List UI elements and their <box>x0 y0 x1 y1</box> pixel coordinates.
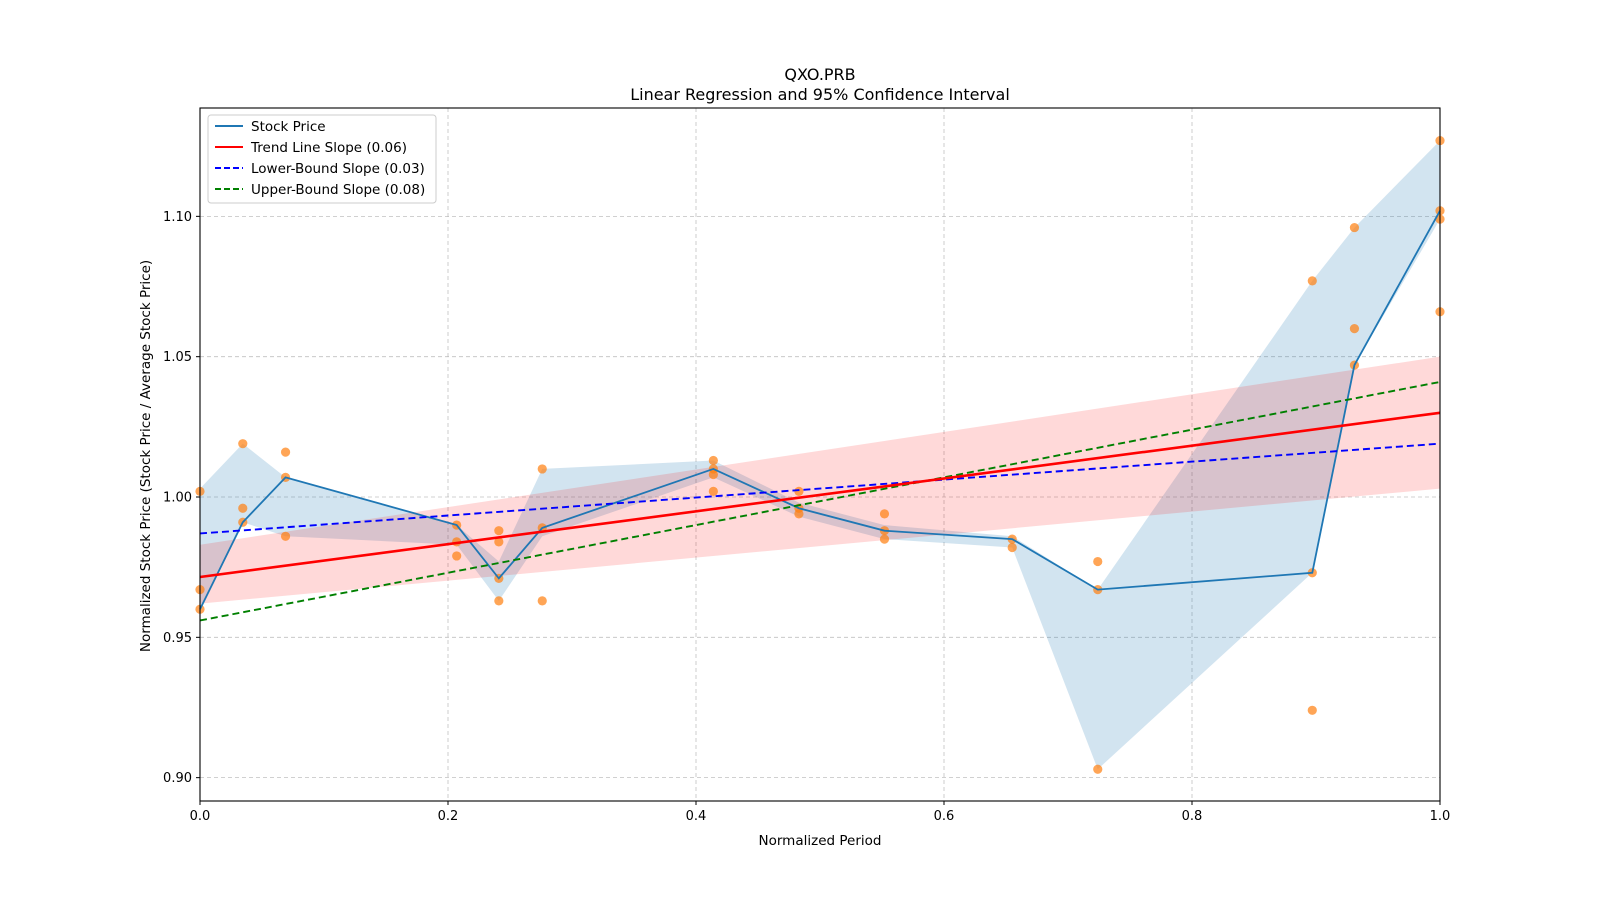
legend: Stock Price Trend Line Slope (0.06) Lowe… <box>207 114 437 204</box>
scatter-point <box>452 551 462 561</box>
x-tick-label: 0.6 <box>934 809 955 824</box>
scatter-point <box>794 486 804 496</box>
scatter-point <box>1307 705 1317 715</box>
scatter-point <box>708 469 718 480</box>
scatter-point <box>494 596 504 606</box>
scatter-point <box>1349 222 1360 233</box>
stock-price-line <box>199 210 1441 610</box>
scatter-point <box>794 509 804 519</box>
stock-price-band-layer <box>200 140 1440 770</box>
chart-title: QXO.PRB <box>784 65 855 84</box>
legend-item-lower-bound: Lower-Bound Slope (0.03) <box>215 161 425 177</box>
scatter-point <box>1307 276 1317 286</box>
y-axis-ticks: 0.90 0.95 1.00 1.05 1.10 <box>163 210 200 786</box>
upper-bound-line <box>199 381 1441 622</box>
legend-item-upper-bound: Upper-Bound Slope (0.08) <box>215 182 425 198</box>
stock-price-confidence-band <box>200 140 1440 770</box>
y-tick-label: 0.95 <box>163 631 192 646</box>
scatter-point <box>280 531 291 541</box>
scatter-point <box>1093 764 1103 774</box>
legend-box <box>207 114 437 204</box>
legend-item-trend-line: Trend Line Slope (0.06) <box>215 140 407 156</box>
trend-line <box>199 411 1441 579</box>
scatter-point <box>1349 324 1360 334</box>
scatter-point <box>238 503 248 513</box>
y-tick-label: 1.05 <box>163 350 192 365</box>
x-tick-label: 0.8 <box>1182 809 1203 824</box>
y-tick-label: 1.00 <box>163 491 192 506</box>
scatter-point <box>280 447 291 457</box>
scatter-point <box>708 455 718 466</box>
lines-layer <box>199 210 1441 622</box>
x-tick-label: 0.2 <box>438 809 459 824</box>
y-tick-label: 0.90 <box>163 771 192 786</box>
x-tick-label: 0.4 <box>686 809 707 824</box>
legend-label-stock-price: Stock Price <box>251 119 326 135</box>
y-axis-label: Normalized Stock Price (Stock Price / Av… <box>138 260 154 652</box>
lower-bound-line <box>199 442 1441 535</box>
legend-item-stock-price: Stock Price <box>215 119 326 135</box>
legend-label-trend-line: Trend Line Slope (0.06) <box>250 140 407 156</box>
scatter-point <box>494 537 504 547</box>
x-axis-label: Normalized Period <box>759 833 882 849</box>
scatter-point <box>879 509 890 519</box>
chart-subtitle: Linear Regression and 95% Confidence Int… <box>630 85 1010 104</box>
scatter-point <box>494 526 504 536</box>
scatter-point <box>1007 542 1017 553</box>
x-tick-label: 1.0 <box>1430 809 1451 824</box>
x-tick-label: 0.0 <box>190 809 211 824</box>
scatter-point <box>537 464 547 474</box>
legend-label-lower-bound: Lower-Bound Slope (0.03) <box>251 161 425 177</box>
scatter-point <box>708 486 718 496</box>
legend-label-upper-bound: Upper-Bound Slope (0.08) <box>251 182 425 198</box>
plot-frame <box>199 107 1441 802</box>
x-axis-ticks: 0.0 0.2 0.4 0.6 0.8 1.0 <box>190 801 1451 824</box>
scatter-point <box>238 439 248 449</box>
trend-confidence-band <box>200 356 1440 604</box>
trend-ci-band-layer <box>200 356 1440 604</box>
scatter-point <box>537 596 547 606</box>
y-tick-label: 1.10 <box>163 210 192 225</box>
scatter-point <box>1093 556 1103 567</box>
scatter-point <box>879 534 890 544</box>
